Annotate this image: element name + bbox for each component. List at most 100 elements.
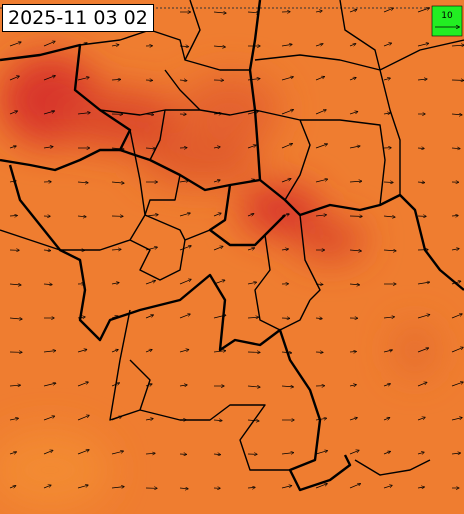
wind-arrow xyxy=(349,78,356,81)
wind-arrow xyxy=(281,144,292,149)
wind-arrow xyxy=(111,350,118,353)
wind-arrow xyxy=(43,383,56,387)
wind-arrow xyxy=(77,317,85,318)
wind-arrow xyxy=(43,147,53,148)
wind-arrow xyxy=(247,79,260,80)
wind-arrow xyxy=(451,314,462,319)
wind-arrow xyxy=(417,487,424,488)
wind-arrow xyxy=(179,314,190,319)
wind-arrow xyxy=(315,144,327,149)
wind-arrow xyxy=(9,486,16,488)
wind-arrow xyxy=(43,250,50,251)
wind-arrow xyxy=(383,216,395,217)
wind-arrow xyxy=(383,350,392,352)
wind-arrow xyxy=(179,213,190,217)
wind-arrow xyxy=(145,114,153,115)
wind-arrow xyxy=(315,110,326,115)
wind-arrow xyxy=(417,417,425,421)
wind-arrow xyxy=(247,145,256,149)
wind-arrow xyxy=(9,418,18,420)
wind-arrow xyxy=(179,279,191,285)
wind-arrow xyxy=(383,182,393,183)
wind-arrow xyxy=(145,247,157,251)
wind-arrow xyxy=(383,452,390,455)
wind-arrow xyxy=(383,485,392,489)
wind-arrow xyxy=(43,41,55,47)
wind-arrow xyxy=(9,181,16,182)
wind-arrow xyxy=(213,280,225,285)
borders xyxy=(0,0,464,492)
wind-arrow xyxy=(111,79,120,80)
wind-arrow xyxy=(111,417,121,421)
wind-arrow xyxy=(145,453,155,454)
wind-arrow xyxy=(451,347,463,353)
wind-arrow xyxy=(111,148,124,149)
wind-arrow xyxy=(247,248,254,250)
wind-arrow xyxy=(281,453,293,454)
wind-arrow xyxy=(349,385,356,386)
wind-arrow xyxy=(281,110,293,115)
wind-arrow xyxy=(281,486,292,489)
wind-arrow xyxy=(315,77,324,81)
wind-arrow xyxy=(349,146,360,149)
wind-arrow xyxy=(417,148,424,149)
wind-arrow xyxy=(383,43,391,47)
wind-arrow xyxy=(247,112,258,115)
wind-arrow xyxy=(111,487,124,488)
wind-arrow xyxy=(213,315,226,319)
wind-arrow xyxy=(111,45,119,46)
wind-arrow xyxy=(349,450,359,455)
wind-arrow xyxy=(451,45,464,46)
wind-arrow xyxy=(111,283,119,284)
wind-arrow xyxy=(383,78,390,80)
wind-arrow xyxy=(349,181,362,182)
timestamp: 2025-11 03 02 xyxy=(2,4,154,32)
wind-arrow xyxy=(77,113,90,114)
wind-arrow xyxy=(43,485,51,489)
wind-arrow xyxy=(111,182,124,183)
wind-arrow xyxy=(383,418,390,420)
wind-arrow xyxy=(77,350,87,353)
wind-arrow xyxy=(349,418,357,421)
wind-arrow xyxy=(179,246,191,251)
wind-arrow xyxy=(281,214,289,216)
wind-arrow xyxy=(213,12,226,13)
wind-arrow xyxy=(349,250,361,251)
wind-arrow xyxy=(9,216,17,217)
wind-arrow xyxy=(213,420,222,421)
wind-arrow xyxy=(43,111,54,115)
wind-arrow xyxy=(349,10,357,13)
wind-arrow xyxy=(315,215,326,216)
wind-arrow xyxy=(111,316,118,318)
wind-arrows xyxy=(9,8,464,489)
wind-arrow xyxy=(179,488,188,489)
wind-arrow xyxy=(451,453,460,454)
wind-arrow xyxy=(417,79,427,80)
wind-arrow xyxy=(213,46,225,47)
wind-arrow xyxy=(451,249,459,250)
wind-arrow xyxy=(417,182,424,183)
wind-arrow xyxy=(417,43,428,47)
wind-arrow xyxy=(77,382,88,387)
wind-arrow xyxy=(145,419,153,420)
wind-arrow xyxy=(145,384,152,386)
wind-arrow xyxy=(315,284,323,285)
wind-arrow xyxy=(383,317,394,318)
wind-arrow xyxy=(281,249,288,250)
wind-arrow xyxy=(9,42,21,47)
legend-box xyxy=(431,5,463,37)
wind-arrow xyxy=(451,114,462,115)
wind-arrow xyxy=(9,146,16,148)
wind-arrow xyxy=(9,284,21,285)
wind-arrow xyxy=(77,77,89,81)
wind-arrow xyxy=(315,179,327,183)
wind-arrow xyxy=(349,44,356,46)
wind-arrow xyxy=(145,281,155,285)
wind-arrow xyxy=(417,8,429,13)
wind-arrow xyxy=(349,112,358,115)
wind-arrow xyxy=(9,318,22,319)
wind-arrow xyxy=(451,418,462,421)
wind-arrow xyxy=(417,452,424,454)
